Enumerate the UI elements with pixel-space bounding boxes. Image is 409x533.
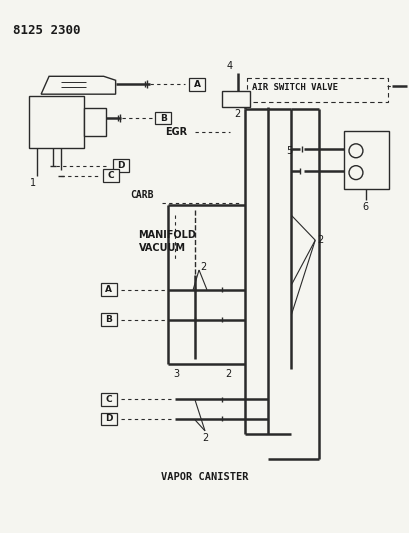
FancyBboxPatch shape	[102, 169, 118, 182]
FancyBboxPatch shape	[101, 284, 116, 296]
Text: 3: 3	[173, 369, 179, 379]
Text: A: A	[193, 80, 200, 88]
Text: D: D	[117, 161, 124, 170]
Text: EGR: EGR	[165, 127, 187, 137]
Text: 2: 2	[200, 262, 206, 272]
FancyBboxPatch shape	[246, 78, 387, 102]
Text: 4: 4	[226, 61, 232, 71]
Bar	[343, 131, 388, 189]
FancyBboxPatch shape	[101, 313, 116, 326]
Text: C: C	[105, 394, 112, 403]
FancyBboxPatch shape	[112, 159, 128, 172]
FancyBboxPatch shape	[101, 393, 116, 406]
Text: 2: 2	[201, 433, 208, 443]
Text: B: B	[105, 315, 112, 324]
Text: 2: 2	[234, 109, 240, 119]
Text: 6: 6	[362, 203, 368, 213]
Text: AIR SWITCH VALVE: AIR SWITCH VALVE	[251, 83, 337, 92]
Text: 2: 2	[224, 369, 231, 379]
Text: C: C	[107, 171, 114, 180]
Text: 5: 5	[285, 146, 292, 156]
FancyBboxPatch shape	[101, 413, 116, 425]
Bar	[83, 108, 106, 136]
Text: B: B	[160, 114, 166, 123]
Text: A: A	[105, 285, 112, 294]
Text: VAPOR CANISTER: VAPOR CANISTER	[161, 472, 248, 482]
Text: D: D	[105, 415, 112, 423]
Text: 2: 2	[317, 235, 323, 245]
Text: VACUUM: VACUUM	[138, 243, 185, 253]
Text: 8125 2300: 8125 2300	[13, 23, 81, 37]
Text: CARB: CARB	[130, 190, 154, 200]
FancyBboxPatch shape	[189, 78, 204, 91]
Text: MANIFOLD: MANIFOLD	[138, 230, 196, 240]
Bar	[221, 91, 249, 107]
Bar	[29, 96, 83, 148]
FancyBboxPatch shape	[155, 111, 171, 125]
Text: 1: 1	[30, 177, 36, 188]
